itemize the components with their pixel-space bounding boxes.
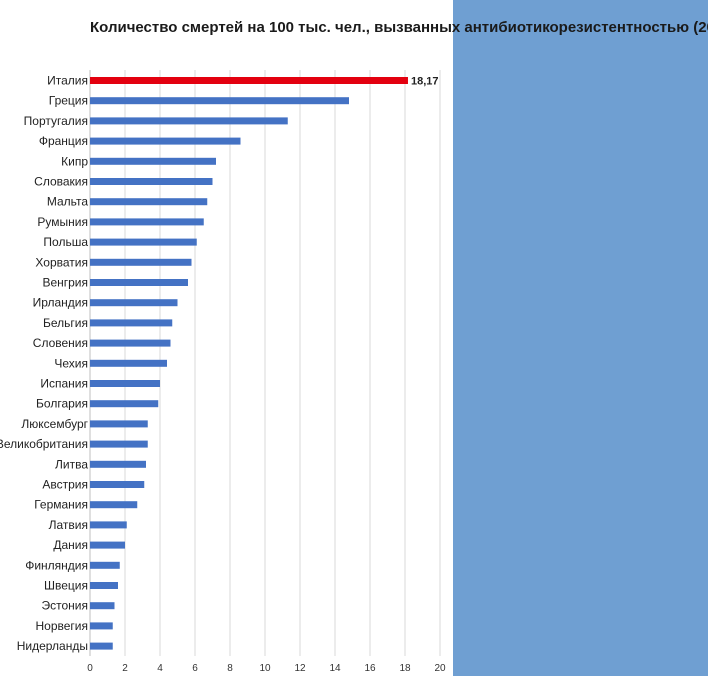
category-label: Греция <box>49 94 88 108</box>
data-label-italy: 18,17 <box>411 76 439 88</box>
category-label: Ирландия <box>33 296 88 310</box>
bar <box>90 622 113 630</box>
category-label: Великобритания <box>0 437 88 451</box>
bars <box>90 77 408 650</box>
bar-highlighted <box>90 77 408 84</box>
category-label: Мальта <box>47 195 88 209</box>
category-label: Португалия <box>24 114 88 128</box>
bar <box>90 460 146 468</box>
bar <box>90 238 197 246</box>
category-label: Хорватия <box>35 255 88 269</box>
x-tick-label: 2 <box>122 663 128 674</box>
chart-title: Количество смертей на 100 тыс. чел., выз… <box>90 19 708 36</box>
bar <box>90 501 138 509</box>
x-tick-label: 18 <box>399 663 411 674</box>
bar <box>90 319 173 327</box>
bar <box>90 440 148 448</box>
x-tick-label: 8 <box>227 663 233 674</box>
bar <box>90 218 204 226</box>
category-label: Венгрия <box>42 276 88 290</box>
category-label: Румыния <box>37 215 88 229</box>
x-tick-label: 16 <box>364 663 376 674</box>
bar <box>90 157 216 165</box>
bar <box>90 481 145 488</box>
category-label: Польша <box>43 235 88 249</box>
category-label: Австрия <box>42 478 88 492</box>
category-label: Латвия <box>49 518 88 532</box>
x-tick-label: 14 <box>329 663 341 674</box>
category-label: Кипр <box>61 154 88 168</box>
x-tick-label: 10 <box>259 663 271 674</box>
bar <box>90 178 213 185</box>
category-label: Норвегия <box>35 619 88 633</box>
bar <box>90 561 120 569</box>
category-label: Литва <box>55 457 88 471</box>
category-label: Бельгия <box>43 316 88 330</box>
bar <box>90 400 159 408</box>
x-tick-label: 20 <box>434 663 446 674</box>
bar <box>90 642 113 650</box>
category-label: Дания <box>53 538 88 552</box>
category-label: Чехия <box>54 356 88 370</box>
bar <box>90 198 208 206</box>
bar <box>90 137 241 145</box>
category-label: Германия <box>34 498 88 512</box>
category-label: Франция <box>39 134 88 148</box>
bar <box>90 339 171 347</box>
bar <box>90 299 178 307</box>
category-label: Люксембург <box>21 417 88 431</box>
category-label: Италия <box>47 74 88 88</box>
category-label: Словения <box>33 336 88 350</box>
bar <box>90 359 167 367</box>
x-tick-labels: 0 2 4 6 8 10 12 14 16 18 20 <box>87 663 446 674</box>
category-labels: Италия Греция Португалия Франция Кипр Словаки… <box>0 74 439 654</box>
bar <box>90 380 160 387</box>
category-label: Эстония <box>42 599 89 613</box>
bar <box>90 258 192 266</box>
blue-background-panel <box>453 0 708 676</box>
category-label: Болгария <box>36 397 88 411</box>
x-tick-label: 6 <box>192 663 198 674</box>
category-label: Словакия <box>34 175 88 189</box>
category-label: Нидерланды <box>17 639 88 653</box>
category-label: Испания <box>40 377 88 391</box>
x-tick-label: 12 <box>294 663 306 674</box>
category-label: Швеция <box>44 579 88 593</box>
bar <box>90 602 115 610</box>
category-label: Финляндия <box>25 558 88 572</box>
bar <box>90 541 125 549</box>
x-tick-label: 4 <box>157 663 163 674</box>
bar <box>90 117 288 125</box>
bar <box>90 582 118 589</box>
x-tick-label: 0 <box>87 663 93 674</box>
bar <box>90 521 127 529</box>
bar <box>90 279 188 286</box>
bar <box>90 97 349 105</box>
bar <box>90 420 148 428</box>
